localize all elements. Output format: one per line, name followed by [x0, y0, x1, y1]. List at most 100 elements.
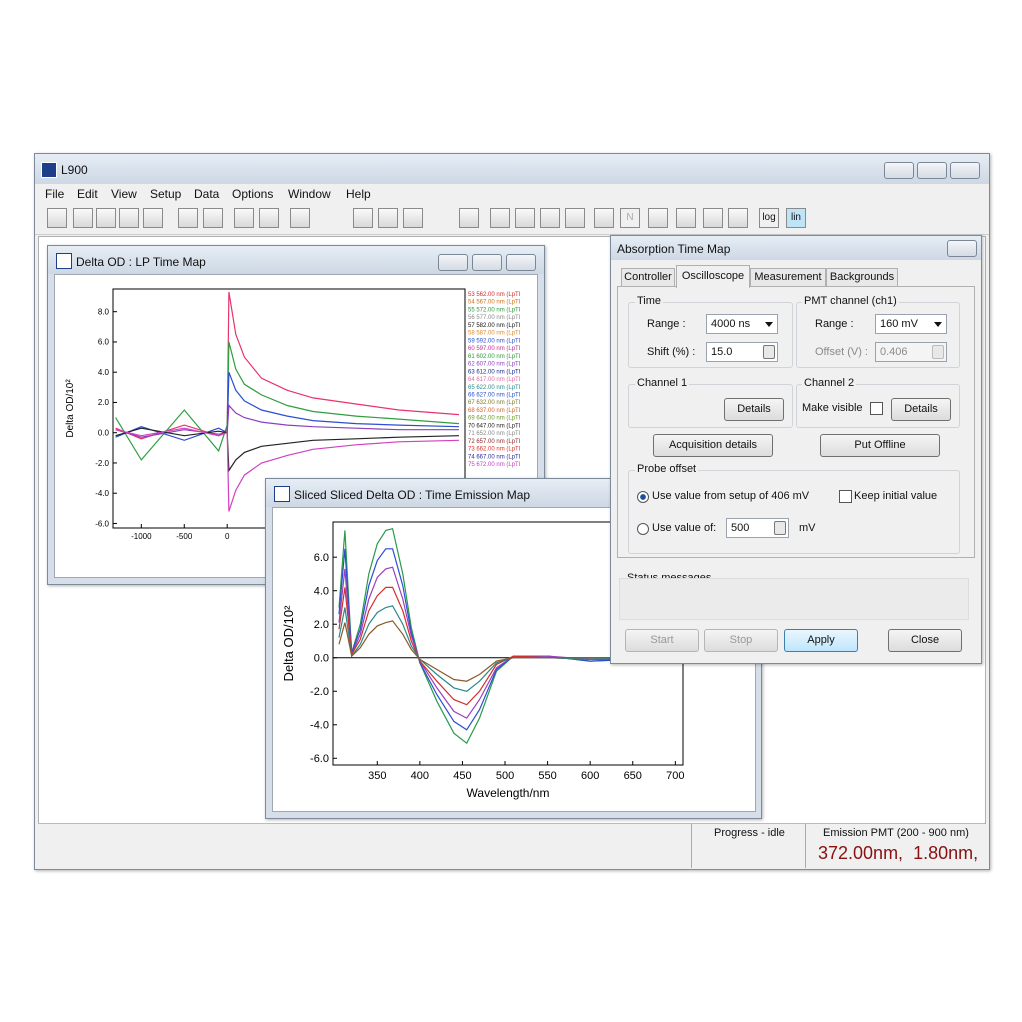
- legend-entry: 68 637.00 nm (LpTI: [468, 408, 521, 414]
- toolbar-button[interactable]: [403, 208, 423, 228]
- spin-buttons[interactable]: [763, 345, 775, 359]
- data-line: [115, 291, 460, 440]
- dialog-title-bar: Absorption Time Map: [611, 236, 981, 260]
- maximize-button[interactable]: [917, 162, 947, 179]
- time-map-chart: 8.0 6.0 4.0 2.0 0.0 -2.0 -4.0 -6.0 -1000 -500 0 Del…: [65, 288, 521, 541]
- menu-item[interactable]: Data: [194, 187, 220, 201]
- toolbar-button[interactable]: [648, 208, 668, 228]
- y-tick-label: 6.0: [98, 338, 110, 347]
- menu-bar: File Edit View Setup Data Options Window Help: [35, 184, 989, 204]
- toolbar-text-button[interactable]: N: [620, 208, 640, 228]
- offset-spinbox: 0.406: [875, 342, 947, 362]
- toolbar-button[interactable]: [540, 208, 560, 228]
- menu-item[interactable]: Help: [346, 187, 371, 201]
- pmt-range-dropdown[interactable]: 160 mV: [875, 314, 947, 334]
- toolbar-button[interactable]: [459, 208, 479, 228]
- details-button[interactable]: Details: [891, 398, 951, 421]
- probe-offset-group: [628, 470, 960, 554]
- menu-item[interactable]: Options: [232, 187, 274, 201]
- close-dialog-button[interactable]: Close: [888, 629, 962, 652]
- keep-initial-checkbox[interactable]: [839, 490, 852, 503]
- x-tick-label: -1000: [131, 532, 152, 541]
- y-tick-label: 4.0: [98, 368, 110, 377]
- y-tick-label: 0.0: [98, 429, 110, 438]
- toolbar-text-button[interactable]: log: [759, 208, 779, 228]
- channel2-group: [796, 384, 960, 428]
- toolbar-button[interactable]: [47, 208, 67, 228]
- menu-item[interactable]: Edit: [77, 187, 98, 201]
- toolbar-button[interactable]: [728, 208, 748, 228]
- legend-entry: 66 627.00 nm (LpTI: [468, 392, 521, 398]
- toolbar-button[interactable]: [234, 208, 254, 228]
- details-button[interactable]: Details: [724, 398, 784, 421]
- y-tick-label: 4.0: [314, 586, 329, 598]
- toolbar-button[interactable]: [515, 208, 535, 228]
- toolbar-button[interactable]: [378, 208, 398, 228]
- close-button[interactable]: [950, 162, 980, 179]
- legend-entry: 65 622.00 nm (LpTI: [468, 385, 521, 391]
- menu-item[interactable]: Window: [288, 187, 331, 201]
- tab[interactable]: Backgrounds: [826, 268, 898, 286]
- menu-item[interactable]: View: [111, 187, 137, 201]
- unit-label: mV: [799, 522, 816, 534]
- toolbar-button[interactable]: [703, 208, 723, 228]
- legend-entry: 56 577.00 nm (LpTI: [468, 315, 521, 321]
- group-label: Channel 2: [802, 377, 857, 389]
- minimize-button[interactable]: [884, 162, 914, 179]
- make-visible-checkbox[interactable]: [870, 402, 883, 415]
- toolbar-button[interactable]: [290, 208, 310, 228]
- legend-entry: 55 572.00 nm (LpTI: [468, 307, 521, 313]
- legend-entry: 54 567.00 nm (LpTI: [468, 300, 521, 306]
- legend-entry: 57 582.00 nm (LpTI: [468, 323, 521, 329]
- toolbar-button[interactable]: [353, 208, 373, 228]
- toolbar-button[interactable]: [143, 208, 163, 228]
- toolbar-button[interactable]: [259, 208, 279, 228]
- spin-buttons[interactable]: [774, 521, 786, 535]
- toolbar-button[interactable]: [565, 208, 585, 228]
- time-range-dropdown[interactable]: 4000 ns: [706, 314, 778, 334]
- close-button[interactable]: [947, 240, 977, 257]
- apply-button[interactable]: Apply: [784, 629, 858, 652]
- toolbar-text-button[interactable]: lin: [786, 208, 806, 228]
- legend-entry: 60 597.00 nm (LpTI: [468, 346, 521, 352]
- menu-item[interactable]: File: [45, 187, 65, 201]
- toolbar-button[interactable]: [676, 208, 696, 228]
- toolbar-button[interactable]: [73, 208, 93, 228]
- status-bar: Progress - idle Emission PMT (200 - 900 …: [38, 823, 984, 868]
- radio-label: Use value from setup of 406 mV: [652, 490, 810, 502]
- tab-active[interactable]: Oscilloscope: [676, 265, 750, 288]
- legend-entry: 61 602.00 nm (LpTI: [468, 354, 521, 360]
- minimize-button[interactable]: [438, 254, 468, 271]
- toolbar-button[interactable]: [119, 208, 139, 228]
- data-line: [338, 527, 633, 745]
- acquisition-details-button[interactable]: Acquisition details: [653, 434, 773, 457]
- tab[interactable]: Controller: [621, 268, 675, 286]
- data-line: [115, 404, 459, 438]
- status-messages-box: [619, 578, 969, 620]
- close-button[interactable]: [506, 254, 536, 271]
- legend-entry: 75 672.00 nm (LpTI: [468, 462, 521, 468]
- toolbar-button[interactable]: [203, 208, 223, 228]
- toolbar-button[interactable]: [178, 208, 198, 228]
- maximize-button[interactable]: [472, 254, 502, 271]
- y-axis-label: Delta OD/10²: [65, 379, 76, 438]
- radio[interactable]: [637, 523, 649, 535]
- dropdown-arrow: [934, 322, 942, 327]
- toolbar-button[interactable]: [594, 208, 614, 228]
- toolbar-button[interactable]: [96, 208, 116, 228]
- probe-value-spinbox[interactable]: 500: [726, 518, 789, 538]
- legend-entry: 58 587.00 nm (LpTI: [468, 331, 521, 337]
- status-divider: [691, 824, 692, 868]
- x-tick-label: 700: [666, 770, 684, 782]
- data-line: [338, 605, 633, 692]
- shift-spinbox[interactable]: 15.0: [706, 342, 778, 362]
- radio-checked[interactable]: [637, 491, 649, 503]
- data-line: [338, 586, 633, 706]
- menu-item[interactable]: Setup: [150, 187, 182, 201]
- put-offline-button[interactable]: Put Offline: [820, 434, 940, 457]
- spin-buttons: [932, 345, 944, 359]
- field-label: Range :: [815, 318, 854, 330]
- group-label: PMT channel (ch1): [802, 295, 899, 307]
- toolbar-button[interactable]: [490, 208, 510, 228]
- tab[interactable]: Measurement: [750, 268, 826, 286]
